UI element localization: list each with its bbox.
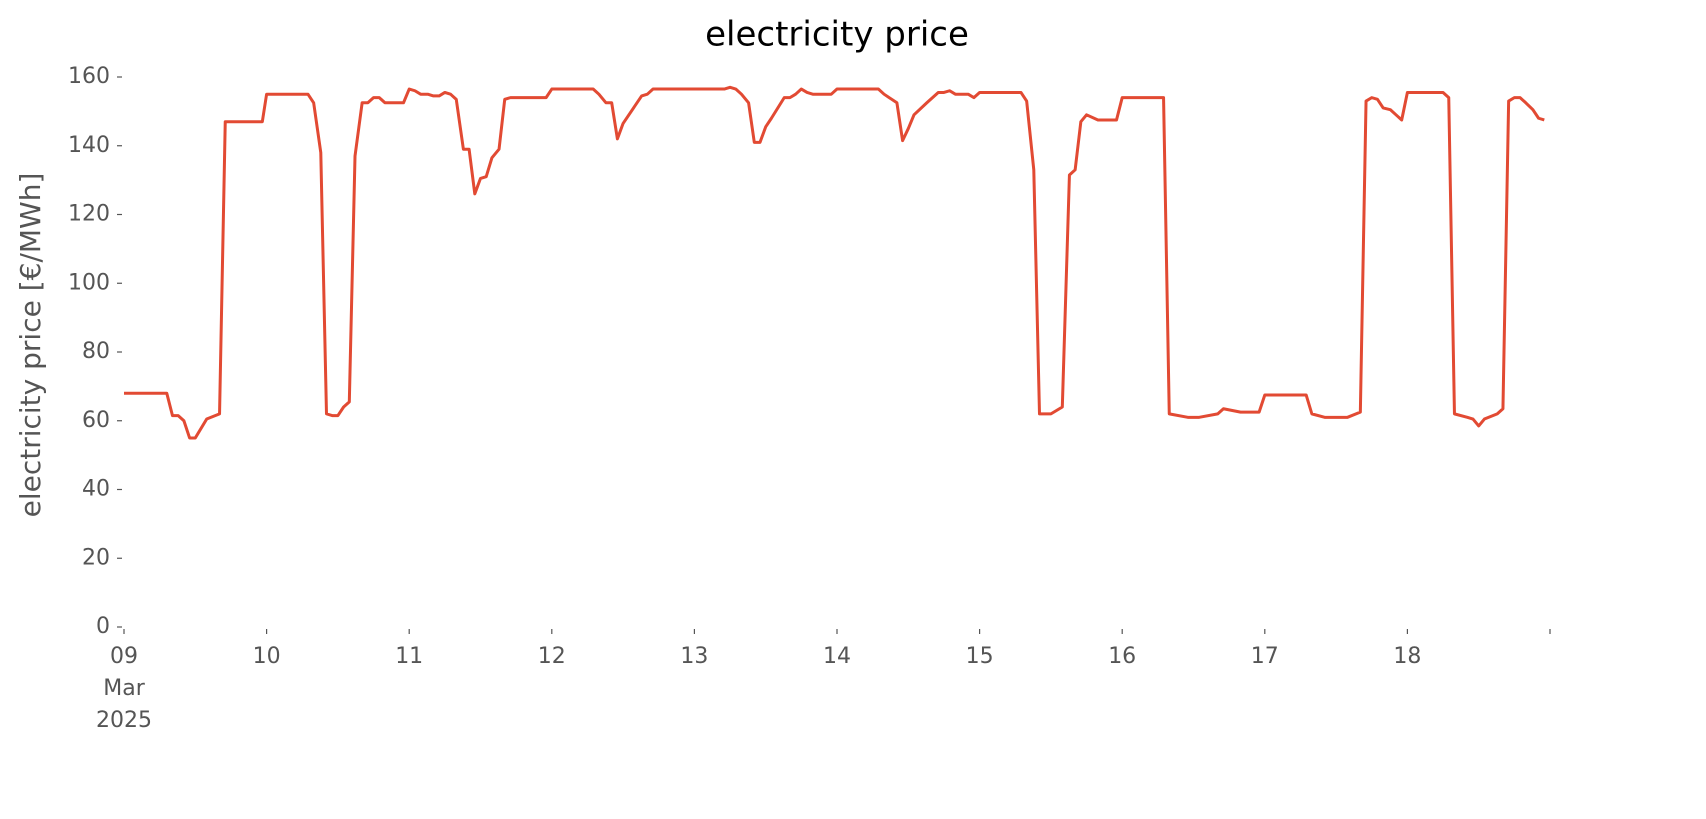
y-tick-label: 160 <box>68 64 110 89</box>
price-line <box>124 85 1545 440</box>
y-tick-label: 20 <box>82 545 110 570</box>
y-tick-label: 60 <box>82 408 110 433</box>
y-tick-label: 0 <box>96 614 110 639</box>
x-tick-label: 16 <box>1108 644 1136 669</box>
y-tick-label: 40 <box>82 477 110 502</box>
y-tick-label: 80 <box>82 339 110 364</box>
x-tick-label: 15 <box>966 644 994 669</box>
y-tick-label: 100 <box>68 270 110 295</box>
x-tick-label-line: Mar <box>103 676 145 701</box>
y-tick-label: 140 <box>68 133 110 158</box>
y-axis-label: electricity price [€/MWh] <box>14 173 47 518</box>
x-tick-label: 18 <box>1393 644 1421 669</box>
x-tick-label-line: 2025 <box>96 708 152 733</box>
chart-title: electricity price <box>705 15 969 55</box>
x-tick-label: 12 <box>538 644 566 669</box>
x-tick-label: 17 <box>1251 644 1279 669</box>
x-tick-label: 09 Mar 2025 <box>96 644 152 733</box>
y-tick-label: 120 <box>68 202 110 227</box>
x-tick-label: 11 <box>395 644 423 669</box>
x-tick-label: 10 <box>253 644 281 669</box>
x-tick-label: 14 <box>823 644 851 669</box>
x-tick-label-line: 09 <box>110 644 138 669</box>
x-tick-label: 13 <box>680 644 708 669</box>
